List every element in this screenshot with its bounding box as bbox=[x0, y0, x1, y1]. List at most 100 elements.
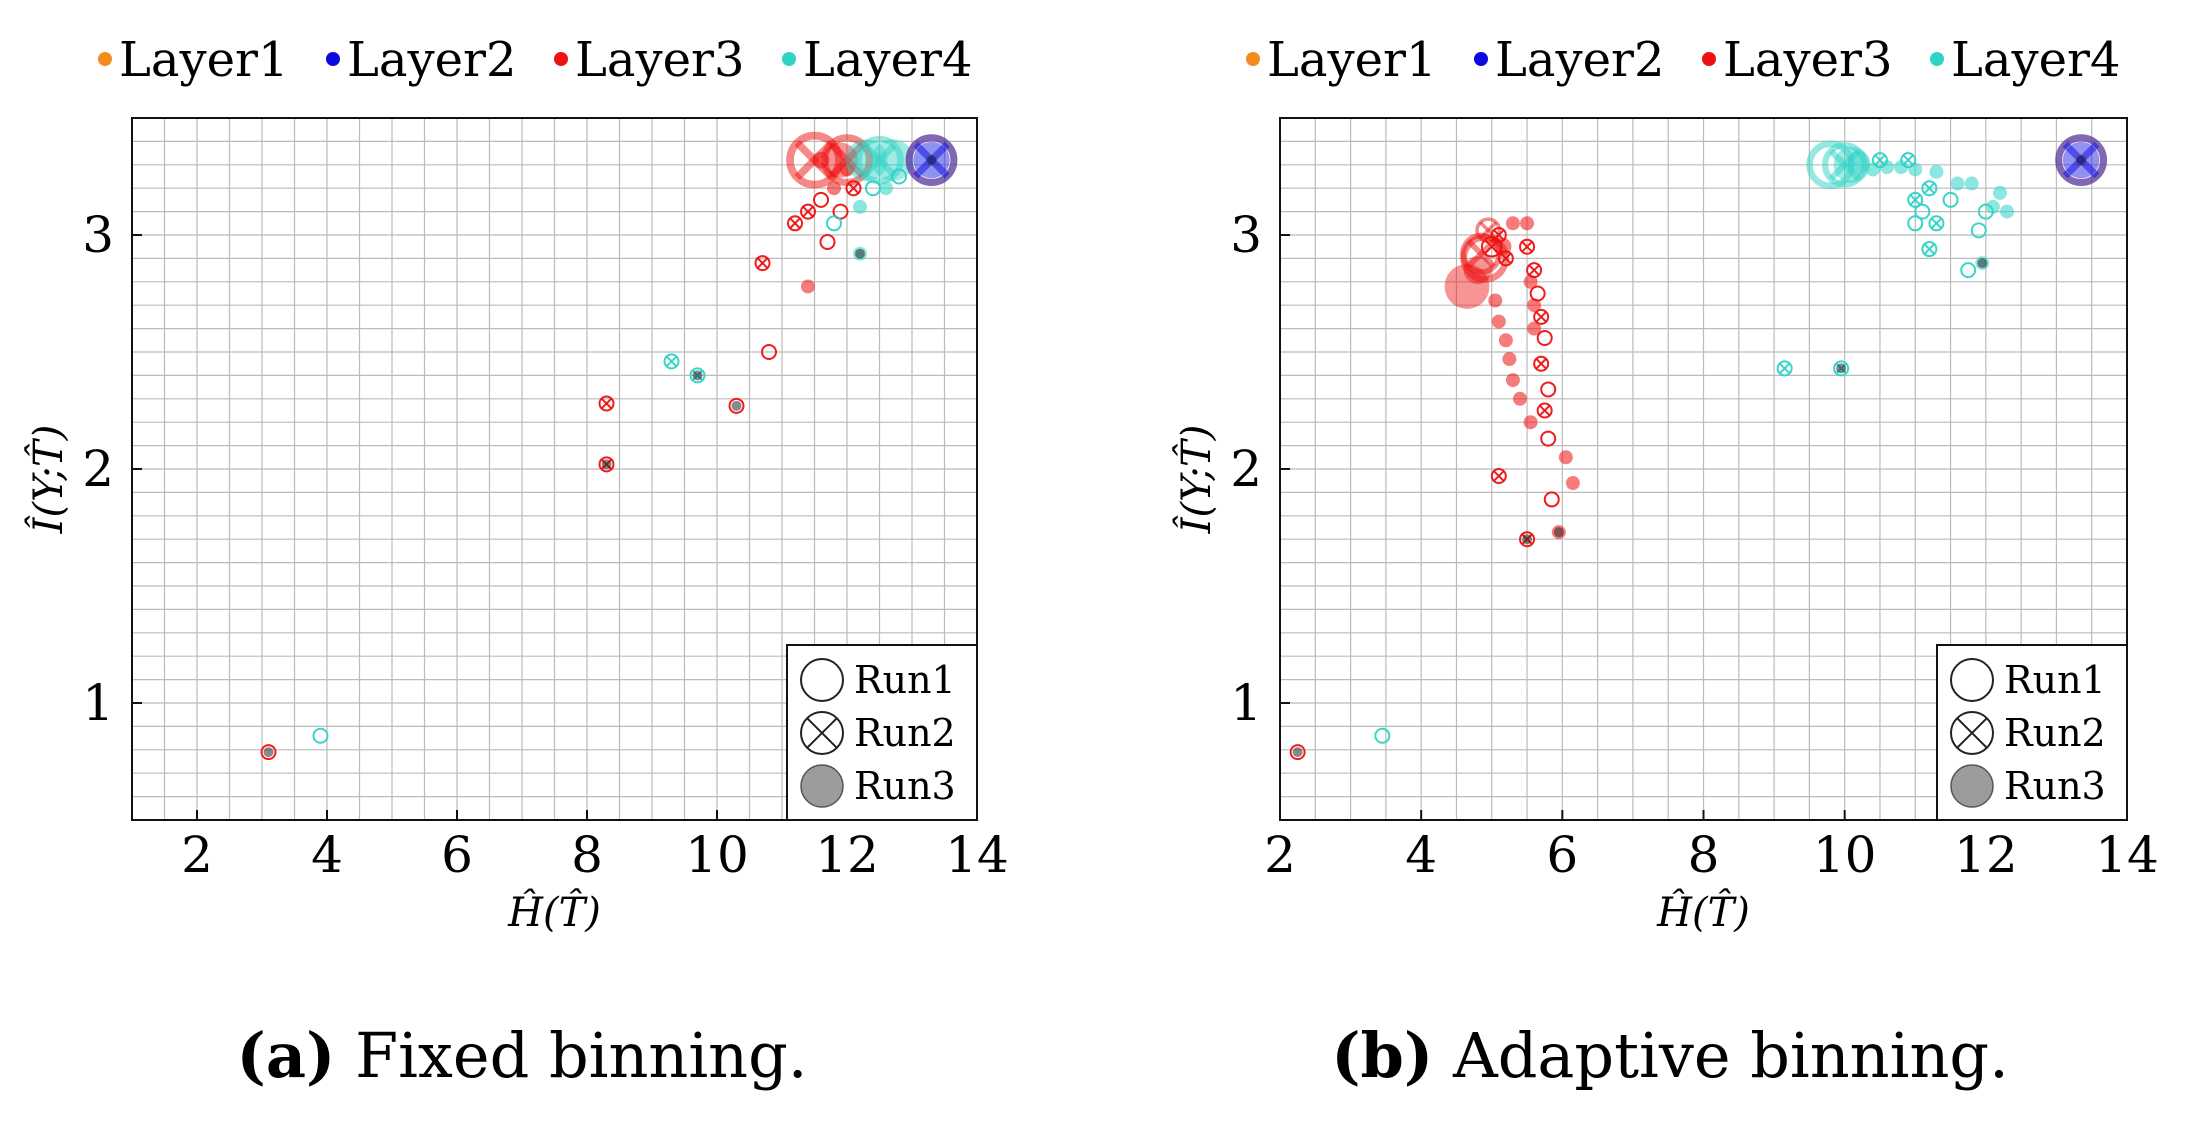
legend-dot-layer2 bbox=[1474, 52, 1488, 66]
point-layer4-run3 bbox=[1950, 176, 1965, 191]
point-layer3-run2 bbox=[1490, 468, 1507, 485]
overlap-mark bbox=[2076, 155, 2087, 166]
point-layer3-run1 bbox=[1543, 491, 1560, 508]
x-axis-label-b: Ĥ(T̂) bbox=[1656, 889, 1750, 936]
legend-dot-layer4 bbox=[1930, 52, 1944, 66]
x-tick-label: 2 bbox=[181, 826, 213, 884]
point-layer4-run2 bbox=[855, 135, 904, 185]
point-layer4-run3 bbox=[1833, 146, 1870, 183]
point-layer4-run2 bbox=[1921, 241, 1938, 258]
y-tick-label: 2 bbox=[82, 440, 114, 498]
point-layer3-run3 bbox=[1565, 476, 1580, 491]
point-layer3-run3 bbox=[827, 181, 841, 196]
point-layer3-run3 bbox=[1491, 314, 1506, 329]
y-tick-label: 1 bbox=[1230, 674, 1262, 732]
legend-label-layer3: Layer3 bbox=[575, 32, 745, 88]
x-tick-label: 10 bbox=[685, 826, 749, 884]
x-axis-label-a: Ĥ(T̂) bbox=[507, 889, 601, 936]
x-tick-label: 12 bbox=[815, 826, 879, 884]
point-layer3-run3 bbox=[1502, 352, 1517, 367]
point-layer4-run2 bbox=[1928, 215, 1945, 232]
point-layer3-run2 bbox=[1519, 238, 1536, 255]
overlap-mark bbox=[1553, 527, 1564, 538]
point-layer4-run2 bbox=[663, 353, 680, 370]
legend-run3-icon bbox=[800, 764, 844, 808]
legend-label-layer4: Layer4 bbox=[1951, 32, 2121, 88]
point-layer3-run2 bbox=[800, 203, 816, 220]
y-tick-label: 1 bbox=[82, 674, 114, 732]
legend-run2-icon bbox=[1950, 711, 1994, 755]
point-layer4-run1 bbox=[1970, 222, 1987, 239]
legend-run-label: Run2 bbox=[2004, 711, 2106, 755]
legend-run-label: Run1 bbox=[2004, 658, 2106, 702]
point-layer4-run3 bbox=[1992, 185, 2007, 200]
legend-label-layer4: Layer4 bbox=[803, 32, 973, 88]
legend-run-label: Run3 bbox=[854, 764, 956, 808]
x-tick-label: 4 bbox=[311, 826, 343, 884]
marks-b bbox=[1289, 134, 2108, 761]
point-layer3-run3 bbox=[1558, 450, 1573, 465]
point-layer4-run1 bbox=[826, 215, 842, 232]
point-layer3-run3 bbox=[1463, 256, 1492, 285]
overlap-mark bbox=[731, 400, 742, 411]
y-axis-label-a: Î(Y;T̂) bbox=[25, 425, 72, 535]
y-tick-label: 3 bbox=[82, 206, 114, 264]
point-layer3-run3 bbox=[1527, 321, 1542, 336]
point-layer3-run2 bbox=[1526, 262, 1543, 279]
y-tick-label: 3 bbox=[1230, 206, 1262, 264]
point-layer4-run2 bbox=[1822, 142, 1868, 188]
overlap-mark bbox=[601, 459, 612, 470]
overlap-mark bbox=[263, 747, 274, 758]
x-tick-label: 6 bbox=[441, 826, 473, 884]
caption-b-space bbox=[1433, 1019, 1453, 1092]
point-layer3-run1 bbox=[832, 203, 849, 220]
point-layer4-run3 bbox=[853, 199, 867, 214]
legend-dot-layer4 bbox=[782, 52, 796, 66]
point-layer4-run3 bbox=[1908, 162, 1923, 177]
overlap-mark bbox=[1522, 534, 1533, 545]
overlap-mark bbox=[855, 248, 865, 259]
point-layer3-run3 bbox=[1527, 298, 1542, 313]
point-layer3-run3 bbox=[1444, 264, 1490, 309]
point-layer3-run1 bbox=[819, 234, 836, 251]
point-layer3-run3 bbox=[1505, 373, 1520, 388]
point-layer3-run1 bbox=[1540, 430, 1557, 447]
point-layer4-run1 bbox=[1907, 215, 1924, 232]
caption-a-text: Fixed binning. bbox=[355, 1019, 807, 1092]
legend-run2-icon bbox=[800, 711, 844, 755]
point-layer3-run1 bbox=[761, 344, 777, 360]
point-layer4-run3 bbox=[1985, 199, 2000, 214]
marker-legend-box bbox=[1936, 644, 2128, 821]
point-layer3-run3 bbox=[1520, 216, 1535, 231]
x-tick-label: 14 bbox=[945, 826, 1009, 884]
legend-run1-icon bbox=[800, 658, 844, 702]
point-layer3-run3 bbox=[801, 279, 815, 294]
caption-a-letter: (a) bbox=[237, 1019, 336, 1092]
point-layer4-run1 bbox=[1806, 140, 1855, 190]
point-layer4-run2 bbox=[1776, 360, 1793, 377]
legend-run3-icon bbox=[1950, 764, 1994, 808]
legend-dot-layer2 bbox=[326, 52, 340, 66]
point-layer3-run1 bbox=[728, 397, 745, 414]
overlap-mark bbox=[1836, 363, 1847, 374]
point-layer3-run2 bbox=[1536, 402, 1553, 419]
point-layer4-run1 bbox=[1374, 727, 1391, 744]
legend-label-layer1: Layer1 bbox=[119, 32, 289, 88]
point-layer4-run1 bbox=[312, 727, 329, 744]
marks-a bbox=[260, 131, 958, 761]
point-layer3-run3 bbox=[1505, 216, 1520, 231]
x-tick-label: 4 bbox=[1405, 826, 1437, 884]
point-layer4-run1 bbox=[1942, 191, 1959, 208]
point-layer3-run2 bbox=[1460, 232, 1503, 275]
point-layer4-run3 bbox=[1929, 164, 1944, 179]
x-tick-label: 6 bbox=[1546, 826, 1578, 884]
legend-dot-layer3 bbox=[554, 52, 568, 66]
overlap-mark bbox=[926, 155, 937, 166]
marker-legend-a: Run1 Run2 Run3 bbox=[786, 644, 978, 821]
point-layer3-run3 bbox=[823, 142, 858, 178]
series-legend-a: Layer1 Layer2 Layer3 Layer4 bbox=[98, 32, 973, 88]
point-layer3-run2 bbox=[598, 395, 615, 412]
legend-run1-icon bbox=[1950, 658, 1994, 702]
